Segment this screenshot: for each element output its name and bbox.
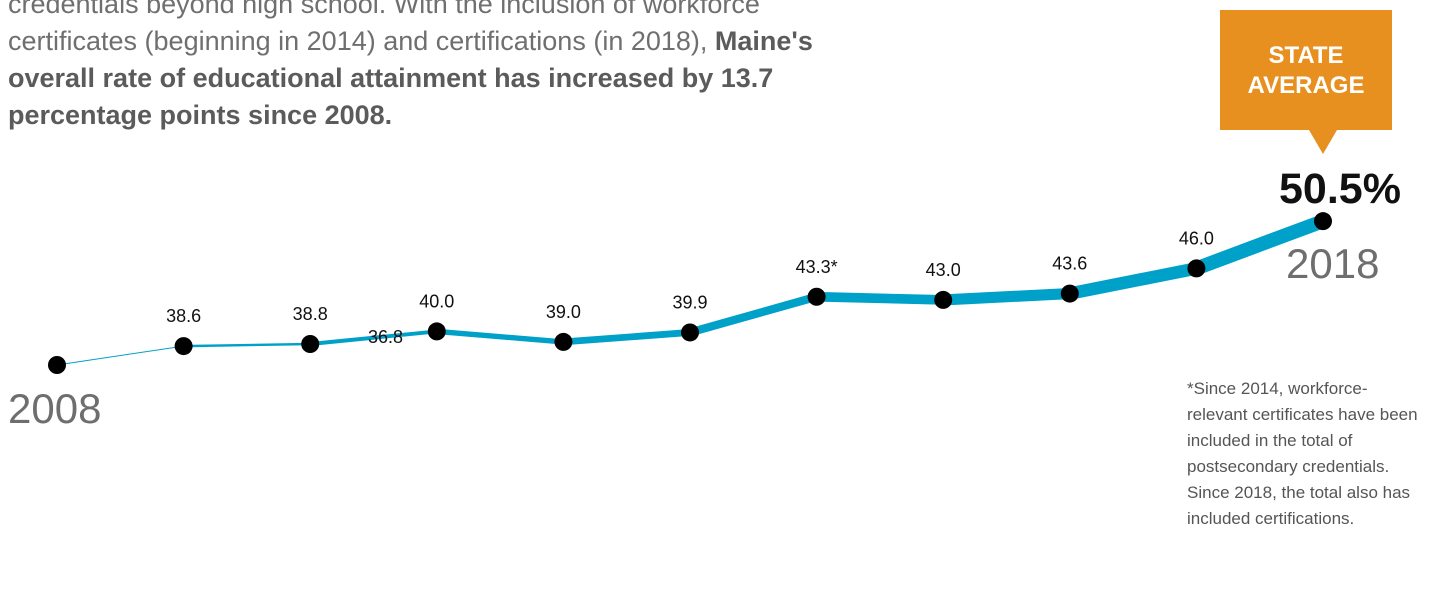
data-point-marker	[807, 287, 826, 306]
data-label: 39.0	[546, 302, 581, 322]
intro-line-3: overall rate of educational attainment h…	[8, 63, 774, 93]
data-label: 43.6	[1052, 254, 1087, 274]
data-point-marker	[1314, 212, 1332, 231]
series-line-group	[56, 214, 1331, 366]
data-point-marker	[1187, 259, 1206, 278]
data-point-marker	[427, 322, 446, 341]
intro-line-1: credentials beyond high school. With the…	[8, 0, 760, 19]
data-point-marker	[174, 337, 193, 356]
data-label: 43.0	[926, 260, 961, 280]
state-average-badge: STATE AVERAGE	[1220, 10, 1392, 130]
series-line-segment	[1189, 214, 1331, 276]
badge-pointer	[1309, 130, 1337, 154]
data-point-marker	[934, 290, 953, 309]
series-line-segment	[1063, 262, 1203, 300]
badge-line-2: AVERAGE	[1247, 72, 1365, 99]
intro-text: credentials beyond high school. With the…	[8, 0, 1018, 134]
data-label: 36.8	[368, 327, 403, 347]
data-label: 43.3*	[796, 257, 838, 277]
data-point-marker	[1060, 284, 1079, 303]
data-point-marker	[301, 335, 320, 353]
data-point-marker	[554, 332, 573, 351]
data-label: 38.8	[293, 304, 328, 324]
intro-line-2-bold: Maine's	[714, 26, 813, 56]
intro-line-2-plain: certificates (beginning in 2014) and cer…	[8, 26, 715, 56]
footnote: *Since 2014, workforce-relevant certific…	[1187, 379, 1418, 528]
intro-line-2: certificates (beginning in 2014) and cer…	[8, 23, 1018, 60]
series-line-segment	[811, 291, 949, 305]
data-label: 39.9	[672, 292, 707, 312]
series-line-segment	[182, 342, 312, 348]
series-line-segment	[434, 328, 567, 345]
data-label: 38.6	[166, 306, 201, 326]
marker-group	[48, 212, 1332, 374]
data-label: 40.0	[419, 291, 454, 311]
series-line-segment	[308, 329, 439, 346]
badge-line-1: STATE	[1268, 42, 1344, 69]
series-line-segment	[685, 292, 821, 337]
data-label-group: 36.8 38.6 38.8 40.0 39.0 39.9 43.3* 43.0 43.6 46.…	[166, 228, 1214, 347]
series-line-segment	[56, 345, 185, 366]
data-point-marker	[48, 356, 66, 374]
state-average-value: 50.5%	[1279, 165, 1401, 213]
series-line-segment	[937, 288, 1076, 306]
series-line-segment	[560, 329, 694, 346]
data-label: 46.0	[1179, 228, 1214, 248]
intro-line-4: percentage points since 2008.	[8, 100, 393, 130]
end-year-label: 2018	[1286, 240, 1380, 287]
start-year-label: 2008	[8, 385, 102, 432]
data-point-marker	[681, 323, 699, 342]
